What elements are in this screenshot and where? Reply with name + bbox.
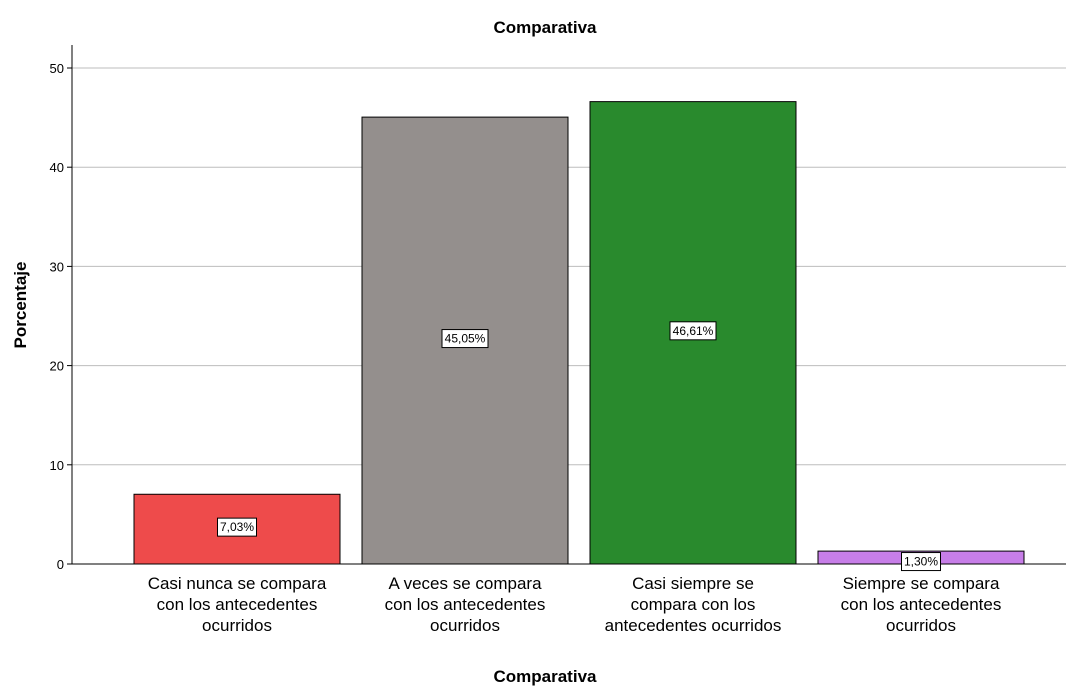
category-label: con los antecedentes (385, 595, 546, 614)
chart-title: Comparativa (494, 18, 598, 37)
data-label: 45,05% (441, 329, 489, 349)
y-tick-label: 0 (57, 557, 64, 572)
data-labels: 7,03% 45,05% 46,61% 1,30% (217, 321, 941, 572)
data-label: 1,30% (901, 552, 941, 572)
y-tick-label: 10 (50, 458, 64, 473)
data-label-text: 7,03% (220, 520, 254, 534)
data-label-box (669, 321, 717, 341)
data-label-box (901, 552, 941, 572)
category-labels: Casi nunca se compara con los antecedente… (148, 574, 1002, 635)
y-tick-label: 30 (50, 259, 64, 274)
y-tick-label: 40 (50, 160, 64, 175)
data-label-box (441, 329, 489, 349)
category-label: ocurridos (886, 616, 956, 635)
y-tick-label: 50 (50, 61, 64, 76)
category-label: ocurridos (430, 616, 500, 635)
category-label: ocurridos (202, 616, 272, 635)
category-label: compara con los (631, 595, 756, 614)
data-label-text: 45,05% (445, 332, 486, 346)
data-label-box (217, 517, 257, 537)
bar (589, 101, 797, 565)
category-label: Siempre se compara (843, 574, 1000, 593)
data-label: 46,61% (669, 321, 717, 341)
category-label: antecedentes ocurridos (605, 616, 782, 635)
y-tick-label: 20 (50, 359, 64, 374)
bars (133, 101, 1025, 565)
category-label: Casi nunca se compara (148, 574, 327, 593)
y-axis-title: Porcentaje (11, 262, 30, 349)
category-label: A veces se compara (388, 574, 542, 593)
data-label: 7,03% (217, 517, 257, 537)
gridlines (72, 67, 1066, 565)
y-axis-ticks: 0 10 20 30 40 50 (50, 61, 72, 572)
category-label: con los antecedentes (841, 595, 1002, 614)
x-axis-title: Comparativa (494, 667, 598, 686)
data-label-text: 1,30% (904, 555, 938, 569)
category-label: con los antecedentes (157, 595, 318, 614)
data-label-text: 46,61% (673, 324, 714, 338)
category-label: Casi siempre se (632, 574, 754, 593)
